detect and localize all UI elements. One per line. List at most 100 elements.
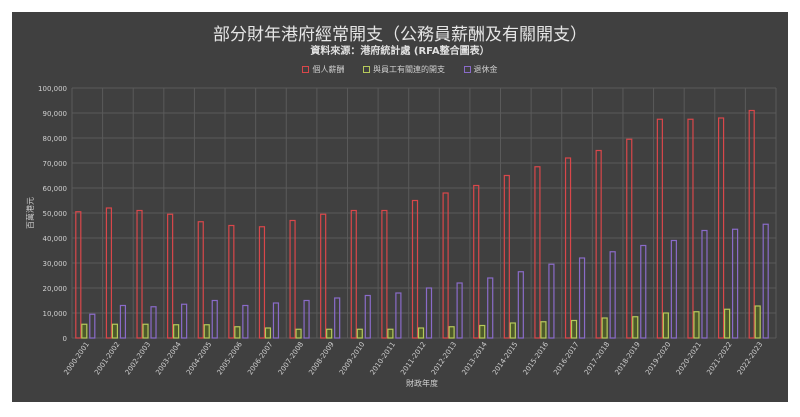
bar-staff-related xyxy=(570,319,578,339)
legend-item-pension: 退休金 xyxy=(463,64,498,75)
legend-swatch xyxy=(463,66,471,73)
x-tick-label: 2013-2014 xyxy=(460,340,489,376)
y-tick-label: 20,000 xyxy=(43,285,68,293)
bar-salary xyxy=(442,192,449,339)
y-tick-label: 100,000 xyxy=(38,85,67,93)
bar-salary xyxy=(717,117,725,339)
y-tick-label: 10,000 xyxy=(43,310,68,318)
bar-pension xyxy=(119,304,127,339)
y-tick-label: 40,000 xyxy=(43,235,68,243)
bar-staff-related xyxy=(723,308,731,339)
bar-pension xyxy=(670,239,677,339)
legend-label: 與員工有關連的開支 xyxy=(373,65,445,74)
x-tick-label: 2019-2020 xyxy=(644,341,672,377)
bar-pension xyxy=(242,304,249,339)
bar-pension xyxy=(762,223,769,339)
y-tick-label: 80,000 xyxy=(43,135,68,143)
bar-salary xyxy=(656,118,663,339)
bar-staff-related xyxy=(295,328,302,339)
x-tick-label: 2010-2011 xyxy=(369,341,397,377)
legend-item-salary: 個人薪酬 xyxy=(302,64,344,75)
bar-salary xyxy=(534,166,541,339)
x-tick-label: 2006-2007 xyxy=(246,341,274,377)
bar-staff-related xyxy=(142,323,149,339)
chart-title: 部分財年港府經常開支（公務員薪酬及有關開支） xyxy=(213,25,587,45)
bar-pension xyxy=(425,287,433,339)
bar-staff-related xyxy=(173,324,180,339)
x-tick-label: 2005-2006 xyxy=(216,340,245,376)
bar-salary xyxy=(75,211,82,339)
bar-salary xyxy=(595,149,602,339)
x-tick-label: 2008-2009 xyxy=(307,341,335,377)
legend-label: 個人薪酬 xyxy=(312,65,345,74)
bar-pension xyxy=(181,303,188,339)
bar-salary xyxy=(289,219,296,339)
bar-salary xyxy=(228,224,235,339)
bar-pension xyxy=(303,299,310,339)
bar-salary xyxy=(473,184,480,339)
bar-pension xyxy=(517,271,524,339)
bar-staff-related xyxy=(326,328,333,339)
x-tick-label: 2017-2018 xyxy=(583,341,611,377)
bar-salary xyxy=(564,157,572,339)
bar-staff-related xyxy=(417,327,425,339)
bar-pension xyxy=(701,229,708,339)
bar-pension xyxy=(640,244,647,339)
bar-staff-related xyxy=(356,328,363,339)
bar-salary xyxy=(105,207,113,339)
bar-pension xyxy=(334,297,341,339)
bar-salary xyxy=(503,174,510,339)
bar-pension xyxy=(395,292,402,339)
y-tick-label: 70,000 xyxy=(43,160,68,168)
bar-staff-related xyxy=(509,322,516,339)
x-tick-label: 2002-2003 xyxy=(124,341,152,377)
legend-swatch xyxy=(363,66,370,73)
x-tick-label: 2012-2013 xyxy=(430,341,458,377)
x-tick-label: 2021-2022 xyxy=(705,341,733,377)
bar-staff-related xyxy=(693,311,700,339)
bar-salary xyxy=(136,209,143,339)
bar-pension xyxy=(272,302,280,339)
bar-staff-related xyxy=(662,312,669,339)
x-tick-label: 2018-2019 xyxy=(613,341,641,377)
y-tick-label: 90,000 xyxy=(43,110,68,118)
bar-pension xyxy=(89,313,96,339)
legend-swatch xyxy=(302,66,310,73)
x-tick-label: 2014-2015 xyxy=(491,341,519,377)
x-axis-label: 財政年度 xyxy=(406,378,438,388)
bar-salary xyxy=(167,213,174,339)
bar-salary xyxy=(258,226,266,339)
bar-staff-related xyxy=(754,305,761,339)
x-tick-label: 2016-2017 xyxy=(552,341,580,377)
bar-salary xyxy=(381,209,388,339)
x-tick-label: 2007-2008 xyxy=(277,341,305,377)
bar-pension xyxy=(456,282,463,339)
legend-label: 退休金 xyxy=(473,65,498,74)
bar-staff-related xyxy=(448,326,455,339)
bar-staff-related xyxy=(81,323,88,339)
x-tick-label: 2009-2010 xyxy=(338,341,366,377)
x-tick-label: 2015-2016 xyxy=(522,340,551,376)
bar-salary xyxy=(197,221,204,339)
bar-staff-related xyxy=(540,321,547,339)
y-tick-label: 30,000 xyxy=(43,260,68,268)
bar-pension xyxy=(578,257,586,339)
bar-staff-related xyxy=(111,323,119,339)
bar-pension xyxy=(548,263,555,339)
x-tick-label: 2020-2021 xyxy=(675,341,703,377)
bar-staff-related xyxy=(264,327,272,339)
bar-pension xyxy=(364,294,371,339)
x-tick-label: 2022-2023 xyxy=(736,341,764,377)
x-tick-label: 2004-2005 xyxy=(185,341,213,377)
legend-item-staff-related: 與員工有關連的開支 xyxy=(363,64,445,75)
y-tick-label: 0 xyxy=(63,335,67,343)
bar-staff-related xyxy=(387,328,394,339)
bar-pension xyxy=(487,277,494,339)
bar-pension xyxy=(150,306,157,339)
y-axis-label: 百萬港元 xyxy=(25,197,35,229)
bar-salary xyxy=(748,109,755,339)
bar-staff-related xyxy=(479,324,486,339)
y-tick-label: 50,000 xyxy=(43,210,68,218)
chart-subtitle: 資料來源：港府統計處 (RFA整合圖表） xyxy=(310,46,490,57)
bar-salary xyxy=(320,213,327,339)
